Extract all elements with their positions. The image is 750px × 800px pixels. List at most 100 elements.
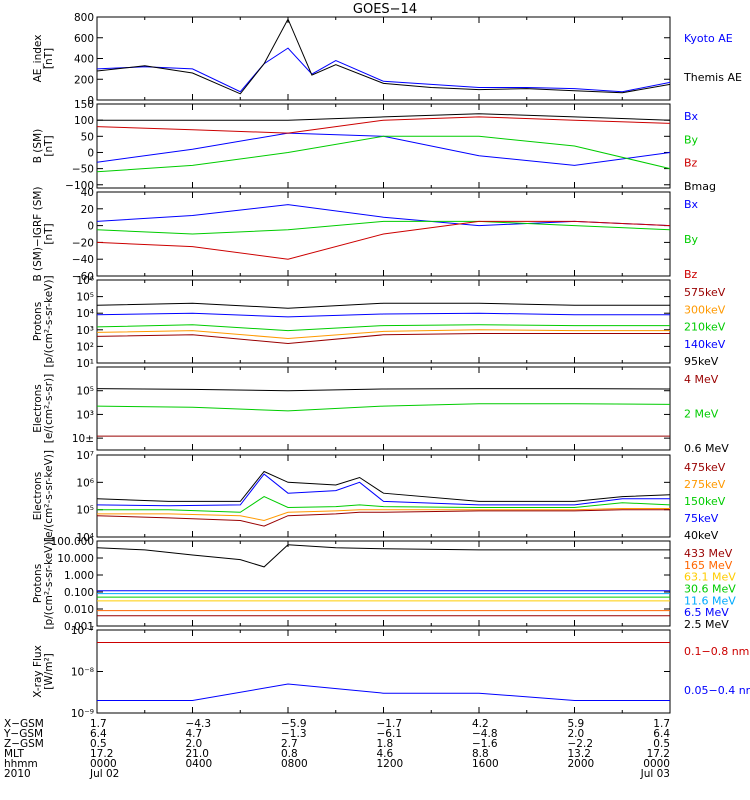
legend-label: 210keV — [684, 321, 726, 334]
panel-protons_mev: 0.0010.0100.1001.00010.000100.000Protons… — [32, 536, 736, 633]
y-tick-label: 1.000 — [64, 570, 94, 582]
ephemeris-row-label: X−GSM — [4, 718, 44, 730]
panel-frame — [96, 454, 671, 538]
series-themis-ae — [96, 17, 671, 95]
ephemeris-cell: 1.7 — [90, 718, 107, 730]
legend-label: 300keV — [684, 303, 726, 316]
series-bmag — [97, 113, 671, 121]
y-axis-label-line: Electrons — [32, 384, 44, 433]
ephemeris-cell: −1.6 — [472, 738, 498, 750]
ephemeris-row-label: hhmm — [4, 758, 38, 770]
panel-electrons_mev: 10± 10³ 10⁵ Electrons[e/(cm²-s-sr)] 4 MeV 2 M… — [32, 366, 729, 455]
y-tick-label: 600 — [74, 33, 94, 45]
y-axis-label: Protons[p/(cm²-s-sr-keV)] — [32, 537, 55, 629]
series-575kev — [96, 302, 670, 309]
y-axis-label-line: [e/(cm²-s-sr)] — [43, 374, 55, 443]
y-tick-label: 800 — [74, 12, 94, 24]
y-tick-label: 10² — [76, 341, 94, 353]
y-axis-label-line: Protons — [32, 564, 44, 603]
legend-label: 40keV — [684, 529, 719, 542]
y-axis-label-line: [e/(cm²-s-sr-keV)] — [43, 450, 55, 542]
y-tick-label: 150 — [74, 99, 94, 111]
legend-label: Bz — [684, 157, 698, 170]
y-tick-label: −100 — [65, 180, 94, 192]
legend-label: 150keV — [684, 495, 726, 508]
y-tick-label: 200 — [74, 74, 94, 86]
y-axis-label-line: [W/m²] — [43, 653, 55, 690]
ephemeris-table: X−GSMY−GSMZ−GSMMLThhmm20101.76.40.517.20… — [3, 718, 670, 780]
y-axis-label-line: Electrons — [32, 472, 44, 521]
y-axis-label-line: [nT] — [43, 135, 55, 156]
y-tick-label: 0.001 — [64, 621, 94, 633]
y-axis-label: Protons[p/(cm²-s-sr-keV)] — [32, 275, 55, 367]
ephemeris-cell: 8.8 — [472, 748, 489, 760]
y-axis-label-line: [p/(cm²-s-sr-keV)] — [43, 275, 55, 367]
series-95kev — [96, 333, 670, 345]
legend-label: 475keV — [684, 461, 726, 474]
y-tick-label: 10⁻⁷ — [71, 625, 94, 637]
legend-label: By — [684, 133, 699, 146]
y-tick-label: 50 — [81, 131, 94, 143]
series-40kev — [96, 470, 671, 502]
ephemeris-cell: 13.2 — [568, 748, 591, 760]
ephemeris-cell: 2.7 — [281, 738, 298, 750]
legend-label: 2 MeV — [684, 408, 719, 421]
y-axis-label-line: B (SM)−IGRF (SM) — [32, 186, 44, 281]
y-axis-label: X-ray Flux[W/m²] — [32, 645, 55, 698]
y-axis-label-line: Protons — [32, 302, 44, 341]
legend-label: 75keV — [684, 512, 719, 525]
y-tick-label: 100 — [74, 115, 94, 127]
panel-bsm: −100 −50 0 50 100 150 B (SM)[nT] Bx By Bz Bmag — [32, 99, 716, 193]
series-bz — [96, 116, 671, 134]
y-tick-label: 0 — [87, 95, 94, 107]
y-axis-label: B (SM)[nT] — [32, 129, 55, 163]
legend-label: 140keV — [684, 338, 726, 351]
panel-electrons_kev: 10⁴ 10⁵ 10⁶ 10⁷ Electrons[e/(cm²-s-sr-keV)] 4… — [32, 450, 726, 544]
y-axis-label: B (SM)−IGRF (SM)[nT] — [32, 186, 55, 281]
ephemeris-row-label: Y−GSM — [3, 728, 43, 740]
y-tick-label: 10⁷ — [76, 450, 94, 462]
ephemeris-cell: 1200 — [377, 758, 404, 770]
legend-label: 575keV — [684, 286, 726, 299]
ephemeris-cell: 0800 — [281, 758, 308, 770]
ephemeris-cell: −1.3 — [281, 728, 307, 740]
y-axis-label-line: [nT] — [43, 48, 55, 69]
ephemeris-cell: −1.7 — [377, 718, 403, 730]
y-tick-label: 10⁴ — [76, 532, 94, 544]
series-bz — [96, 220, 671, 260]
legend-label: Bx — [684, 198, 699, 211]
ephemeris-cell: 0400 — [186, 758, 213, 770]
y-tick-label: 10.000 — [57, 553, 94, 565]
ephemeris-cell: 4.6 — [377, 748, 394, 760]
y-tick-label: 10⁵ — [76, 386, 94, 398]
series-475kev — [96, 509, 670, 527]
legend-label: By — [684, 233, 699, 246]
ephemeris-row-label: MLT — [4, 748, 24, 760]
legend-label: Kyoto AE — [684, 32, 733, 45]
y-tick-label: 10¹ — [76, 358, 94, 370]
series-0-6-mev — [96, 388, 671, 392]
legend-label: 275keV — [684, 478, 726, 491]
y-tick-label: 10⁶ — [76, 275, 94, 287]
series-2-5-mev — [96, 544, 670, 568]
ephemeris-cell: 6.4 — [90, 728, 107, 740]
legend-label: 0.6 MeV — [684, 442, 729, 455]
y-tick-label: 400 — [74, 54, 94, 66]
y-tick-label: −20 — [72, 237, 94, 249]
series-by — [96, 220, 671, 235]
legend-label: 433 MeV — [684, 547, 733, 560]
y-tick-label: 40 — [81, 187, 94, 199]
legend-label: 0.05−0.4 nm — [684, 684, 750, 697]
legend-label: 0.1−0.8 nm — [684, 645, 749, 658]
ephemeris-cell: 0.8 — [281, 748, 298, 760]
y-tick-label: 0.100 — [64, 587, 94, 599]
legend-label: 63.1 MeV — [684, 571, 736, 584]
y-tick-label: −50 — [72, 164, 94, 176]
ephemeris-cell: 5.9 — [568, 718, 585, 730]
ephemeris-cell: Jul 03 — [640, 768, 670, 780]
y-tick-label: 0.010 — [64, 604, 94, 616]
series-75kev — [96, 473, 670, 507]
ephemeris-cell: 1600 — [472, 758, 499, 770]
ephemeris-cell: 0.5 — [90, 738, 107, 750]
panel-xray: 10⁻⁹ 10⁻⁸ 10⁻⁷ X-ray Flux[W/m²] 0.1−0.8 nm 0.… — [32, 625, 750, 720]
